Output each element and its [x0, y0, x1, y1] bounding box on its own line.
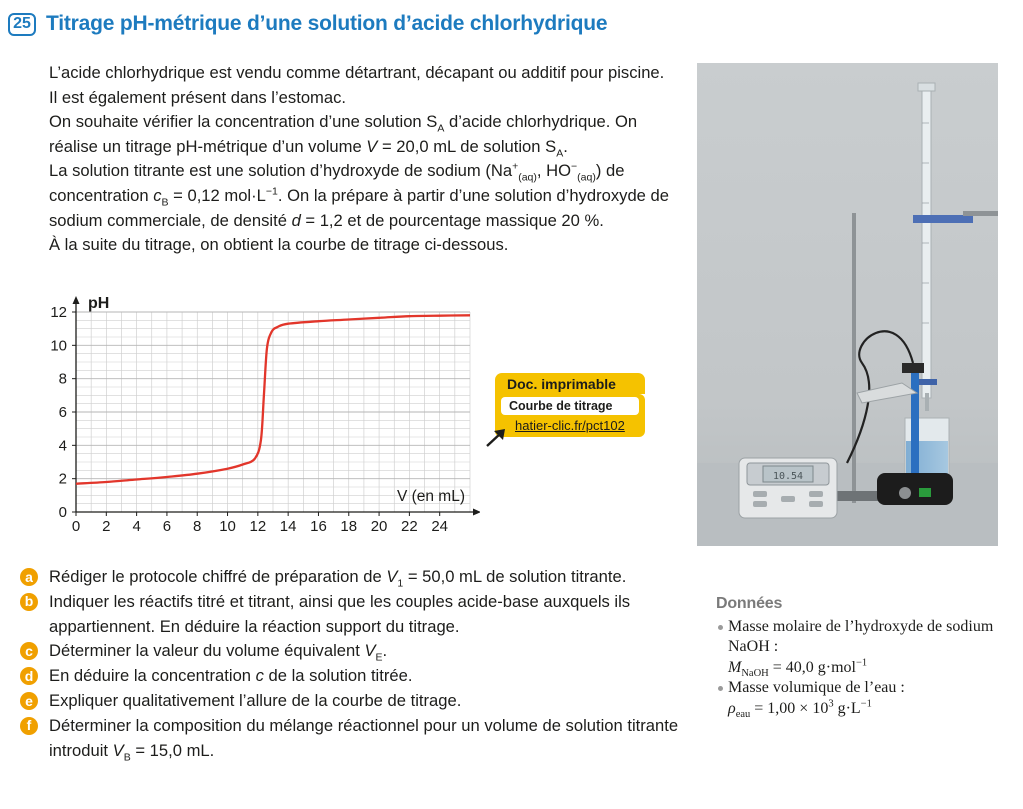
- intro-paragraph-1: L’acide chlorhydrique est vendu comme dé…: [49, 63, 665, 107]
- burette-clamp: [913, 215, 973, 223]
- x-tick-label: 14: [280, 518, 297, 535]
- y-tick-label: 4: [59, 437, 67, 454]
- exercise-header: 25 Titrage pH-métrique d’une solution d’…: [8, 12, 608, 36]
- pointer-arrow-icon: [486, 429, 505, 447]
- x-tick-label: 10: [219, 518, 236, 535]
- question-text: Déterminer la valeur du volume équivalen…: [49, 641, 388, 664]
- question-letter-badge: e: [20, 691, 38, 710]
- questions-list: a Rédiger le protocole chiffré de prépara…: [20, 565, 690, 763]
- question-d: d En déduire la concentration c de la sol…: [20, 664, 690, 689]
- question-e: e Expliquer qualitativement l’allure de l…: [20, 689, 690, 714]
- data-box: Données Masse molaire de l’hydroxyde de …: [716, 594, 1006, 720]
- x-axis-arrow-icon: [473, 508, 480, 516]
- titration-setup-photo: 10.54: [697, 63, 998, 546]
- intro-text: L’acide chlorhydrique est vendu comme dé…: [49, 61, 671, 258]
- x-tick-label: 22: [401, 518, 418, 535]
- stand-base: [837, 491, 897, 501]
- x-tick-label: 12: [250, 518, 267, 535]
- x-tick-label: 0: [72, 518, 80, 535]
- printable-doc-box: Doc. imprimable Courbe de titrage hatier…: [486, 373, 645, 447]
- question-b: b Indiquer les réactifs titré et titrant,…: [20, 590, 690, 640]
- magnetic-stirrer: [877, 473, 953, 505]
- printable-doc-link[interactable]: hatier-clic.fr/pct102: [515, 418, 625, 433]
- x-tick-label: 16: [310, 518, 327, 535]
- printable-doc-label: Courbe de titrage: [501, 397, 639, 415]
- question-f: f Déterminer la composition du mélange ré…: [20, 714, 690, 764]
- question-a: a Rédiger le protocole chiffré de prépara…: [20, 565, 690, 590]
- y-axis-arrow-icon: [72, 296, 80, 304]
- question-letter-badge: f: [20, 716, 38, 735]
- exercise-title: Titrage pH-métrique d’une solution d’aci…: [46, 12, 608, 35]
- printable-doc-header: Doc. imprimable: [495, 373, 645, 394]
- data-title: Données: [716, 595, 783, 612]
- data-item-molar-mass: Masse molaire de l’hydroxyde de sodium N…: [716, 617, 1006, 679]
- x-axis-label: V (en mL): [397, 488, 465, 505]
- question-letter-badge: d: [20, 667, 38, 686]
- ph-electrode: [911, 373, 919, 473]
- intro-paragraph-3: La solution titrante est une solution d’…: [49, 160, 669, 230]
- y-tick-label: 12: [50, 304, 67, 321]
- y-tick-label: 8: [59, 371, 67, 388]
- ph-meter-display: 10.54: [773, 471, 803, 482]
- question-text: Rédiger le protocole chiffré de préparat…: [49, 567, 627, 590]
- intro-paragraph-4: À la suite du titrage, on obtient la cou…: [49, 235, 509, 255]
- y-tick-label: 6: [59, 404, 67, 421]
- y-axis-label: pH: [88, 295, 109, 312]
- x-tick-label: 24: [431, 518, 448, 535]
- y-tick-label: 0: [59, 504, 67, 521]
- exercise-number: 25: [8, 12, 36, 36]
- question-letter-badge: a: [20, 568, 38, 586]
- titration-curve: [76, 314, 470, 485]
- x-tick-label: 20: [371, 518, 388, 535]
- stand-rod: [852, 213, 856, 503]
- question-letter-badge: b: [20, 592, 38, 611]
- y-tick-label: 10: [50, 337, 67, 354]
- y-tick-label: 2: [59, 471, 67, 488]
- question-text: En déduire la concentration c de la solu…: [49, 666, 413, 686]
- x-tick-label: 18: [340, 518, 357, 535]
- x-tick-label: 2: [102, 518, 110, 535]
- question-c: c Déterminer la valeur du volume équivale…: [20, 639, 690, 664]
- question-text: Expliquer qualitativement l’allure de la…: [49, 690, 462, 710]
- x-tick-label: 4: [132, 518, 140, 535]
- intro-paragraph-2: On souhaite vérifier la concentration d’…: [49, 112, 638, 160]
- question-letter-badge: c: [20, 642, 38, 661]
- x-tick-label: 6: [163, 518, 171, 535]
- question-text: Déterminer la composition du mélange réa…: [49, 715, 679, 763]
- data-item-water-density: Masse volumique de l’eau : ρeau = 1,00 ×…: [716, 678, 1006, 720]
- question-text: Indiquer les réactifs titré et titrant, …: [49, 591, 631, 636]
- x-tick-label: 8: [193, 518, 201, 535]
